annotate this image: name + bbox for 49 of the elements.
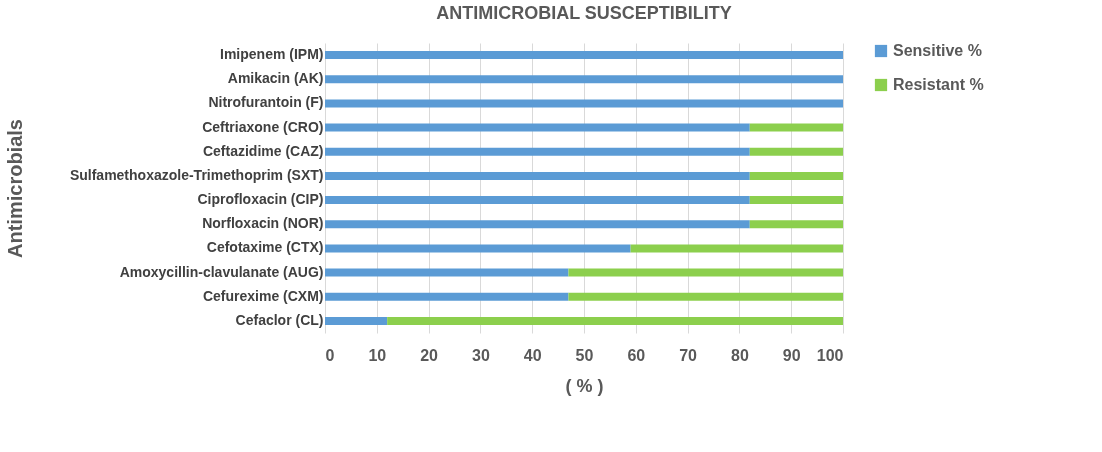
y-tick-label: Nitrofurantoin (F): [208, 94, 324, 111]
y-tick-label: Ceftriaxone (CRO): [202, 118, 324, 135]
bar: [568, 268, 843, 277]
y-tick-label: Amikacin (AK): [227, 70, 324, 87]
legend-label: Sensitive %: [893, 42, 982, 59]
y-tick-label: Cefotaxime (CTX): [206, 239, 324, 256]
bar: [325, 316, 388, 325]
bar: [325, 147, 750, 156]
y-tick-label: Norfloxacin (NOR): [202, 215, 324, 232]
bar: [749, 147, 843, 156]
bar: [325, 196, 750, 205]
x-tick-label: 60: [627, 346, 646, 364]
x-tick-label: 90: [782, 346, 801, 364]
y-tick-label: Cefurexime (CXM): [202, 287, 324, 304]
bar: [325, 75, 843, 84]
x-tick-label: 10: [368, 346, 387, 364]
bar: [387, 316, 843, 325]
y-tick-label: Amoxycillin-clavulanate (AUG): [119, 263, 324, 280]
x-tick-label: 50: [575, 346, 594, 364]
x-tick-label: 100: [816, 346, 844, 364]
bar: [568, 292, 843, 301]
y-tick-label: Ciprofloxacin (CIP): [197, 191, 324, 208]
bar: [630, 244, 843, 253]
bar: [325, 99, 843, 108]
bar: [749, 171, 843, 180]
bar: [325, 268, 569, 277]
y-tick-label: Imipenem (IPM): [220, 46, 324, 63]
x-tick-label: 70: [679, 346, 698, 364]
x-axis-title: ( % ): [565, 375, 604, 396]
bar: [325, 51, 843, 60]
bar: [749, 123, 843, 132]
x-tick-label: 40: [523, 346, 542, 364]
legend-label: Resistant %: [893, 76, 984, 93]
bar: [325, 123, 750, 132]
y-axis-title: Antimicrobials: [3, 119, 26, 258]
bar: [325, 244, 631, 253]
y-tick-label: Cefaclor (CL): [235, 311, 324, 328]
bar: [325, 171, 750, 180]
y-tick-label: Sulfamethoxazole-Trimethoprim (SXT): [69, 166, 324, 183]
chart-title: ANTIMICROBIAL SUSCEPTIBILITY: [436, 3, 732, 23]
x-tick-label: 30: [472, 346, 490, 364]
x-tick-label: 0: [325, 346, 335, 364]
x-tick-label: 20: [420, 346, 439, 364]
bar: [749, 196, 843, 205]
x-tick-label: 80: [731, 346, 749, 364]
bar: [749, 220, 843, 229]
bar: [325, 292, 569, 301]
bar: [325, 220, 750, 229]
y-tick-label: Ceftazidime (CAZ): [202, 142, 324, 159]
